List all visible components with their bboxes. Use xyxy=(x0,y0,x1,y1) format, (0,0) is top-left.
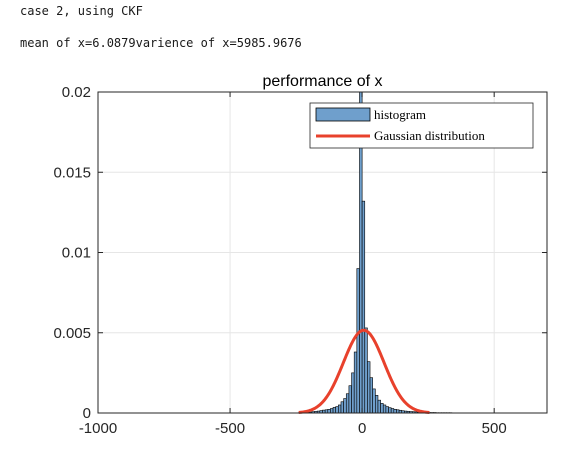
histogram-bar-33 xyxy=(385,406,389,414)
histogram-bar-36 xyxy=(393,409,397,414)
y-tick-label-2: 0.01 xyxy=(62,245,91,262)
x-tick-label-1: -500 xyxy=(215,420,245,437)
gaussian-curve xyxy=(298,328,430,415)
x-tick-label-3: 500 xyxy=(482,420,507,437)
histogram-bar-31 xyxy=(380,403,384,414)
histogram-bar-21 xyxy=(353,351,358,414)
histogram-bar-27 xyxy=(369,377,373,414)
chart-title: performance of x xyxy=(262,73,382,90)
histogram-bar-29 xyxy=(375,395,379,414)
histogram-bar-11 xyxy=(327,409,331,414)
legend-swatch-histogram xyxy=(315,107,371,122)
legend: histogram Gaussian distribution xyxy=(309,102,534,149)
x-tick-label-2: 0 xyxy=(358,420,366,437)
histogram-bar-15 xyxy=(338,404,342,414)
console-line-stats: mean of x=6.0879varience of x=5985.9676 xyxy=(20,36,302,50)
x-tick-label-0: -1000 xyxy=(79,420,117,437)
histogram-bar-16 xyxy=(340,401,344,414)
histogram-bar-28 xyxy=(372,388,376,414)
legend-label-histogram: histogram xyxy=(374,107,426,122)
histogram-bar-18 xyxy=(345,393,350,414)
histogram-bar-34 xyxy=(388,407,392,414)
histogram-bar-32 xyxy=(382,404,387,414)
histogram-bar-25 xyxy=(364,327,368,414)
y-tick-label-4: 0.02 xyxy=(62,84,91,101)
legend-label-gaussian: Gaussian distribution xyxy=(374,128,485,143)
histogram-bar-14 xyxy=(335,406,339,414)
y-tick-label-3: 0.015 xyxy=(53,164,91,181)
y-tick-label-1: 0.005 xyxy=(53,325,91,342)
histogram-bar-19 xyxy=(348,385,352,414)
y-tick-label-0: 0 xyxy=(83,405,91,422)
histogram-bar-22 xyxy=(356,268,360,414)
histogram-bar-12 xyxy=(330,408,334,414)
console-line-case: case 2, using CKF xyxy=(20,4,143,18)
histogram-bar-35 xyxy=(390,408,395,414)
histogram-bar-24 xyxy=(361,200,366,414)
histogram-bar-13 xyxy=(332,407,337,414)
axis-ticks: -1000 -500 0 500 0 0.005 0.01 0.015 0.02 xyxy=(53,84,547,437)
histogram-bar-17 xyxy=(343,398,347,414)
histogram-bar-26 xyxy=(367,361,371,414)
histogram-bar-30 xyxy=(377,399,381,414)
histogram-bar-20 xyxy=(351,372,355,414)
